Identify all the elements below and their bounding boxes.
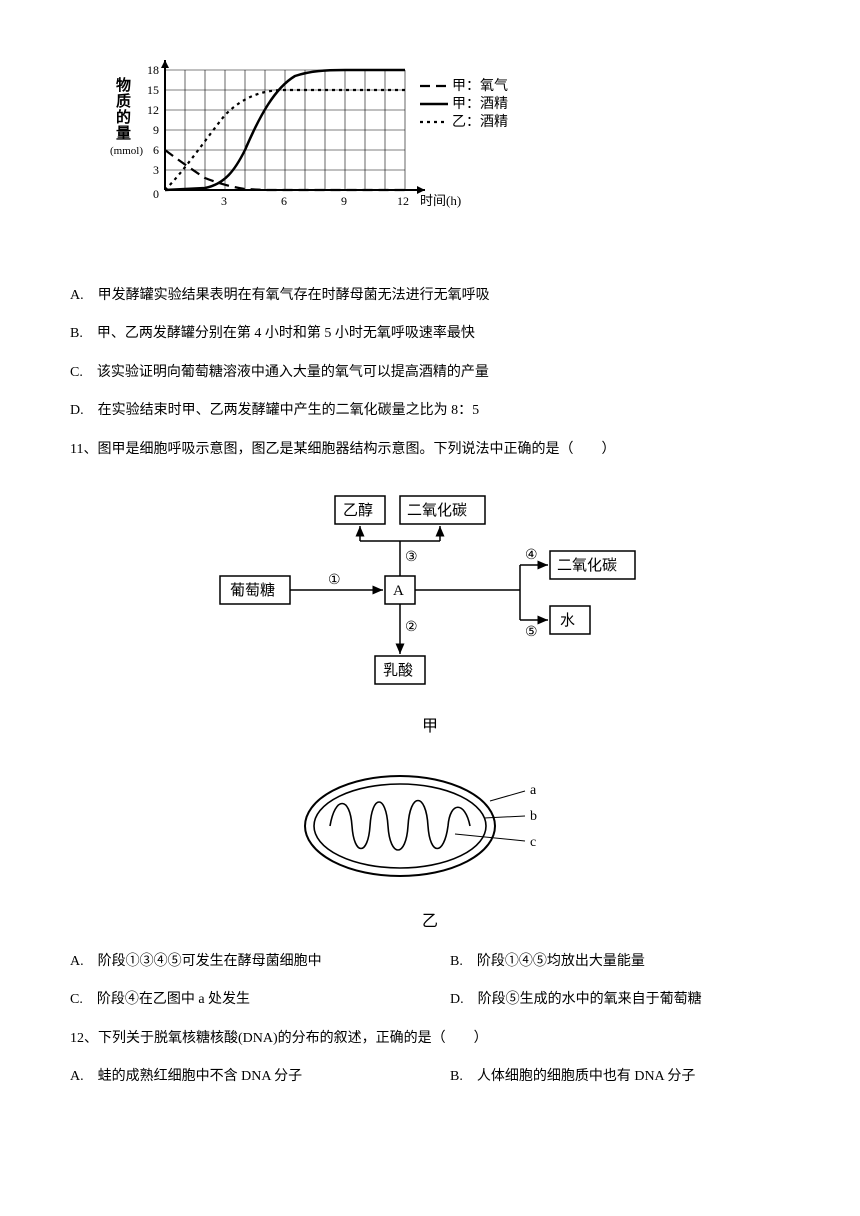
svg-text:葡萄糖: 葡萄糖 (230, 582, 275, 599)
fermentation-chart: 物 质 的 量 (mmol) (110, 50, 790, 255)
svg-text:①: ① (328, 573, 341, 588)
svg-text:量: 量 (116, 125, 131, 142)
q11-diagram-jia: 葡萄糖 A 乙醇 二氧化碳 乳酸 二氧化碳 水 ① (70, 481, 790, 736)
svg-text:水: 水 (560, 612, 575, 629)
svg-text:③: ③ (405, 550, 418, 565)
svg-text:(mmol): (mmol) (110, 145, 143, 157)
q10-option-A: A. 甲发酵罐实验结果表明在有氧气存在时酵母菌无法进行无氧呼吸 (70, 285, 790, 307)
svg-text:0: 0 (153, 187, 159, 201)
chart-svg: 物 质 的 量 (mmol) (110, 50, 530, 250)
svg-text:6: 6 (153, 143, 159, 157)
svg-text:9: 9 (153, 123, 159, 137)
svg-text:乙：酒精: 乙：酒精 (452, 114, 508, 130)
q12-stem: 12、下列关于脱氧核糖核酸(DNA)的分布的叙述，正确的是（ ） (70, 1028, 790, 1050)
q10-option-C: C. 该实验证明向葡萄糖溶液中通入大量的氧气可以提高酒精的产量 (70, 362, 790, 384)
svg-text:的: 的 (116, 108, 131, 126)
diagram-yi-svg: a b c (290, 756, 570, 896)
svg-text:a: a (530, 783, 537, 798)
q11-diagram-yi: a b c 乙 (70, 756, 790, 931)
diagram-jia-svg: 葡萄糖 A 乙醇 二氧化碳 乳酸 二氧化碳 水 ① (200, 481, 660, 701)
svg-text:甲：酒精: 甲：酒精 (452, 96, 508, 112)
svg-text:②: ② (405, 620, 418, 635)
q11-options-row1: A. 阶段①③④⑤可发生在酵母菌细胞中 B. 阶段①④⑤均放出大量能量 (70, 951, 790, 973)
q11-option-D: D. 阶段⑤生成的水中的氧来自于葡萄糖 (450, 989, 790, 1011)
svg-text:b: b (530, 809, 537, 824)
svg-text:c: c (530, 835, 536, 850)
svg-text:物: 物 (116, 76, 131, 94)
svg-text:12: 12 (147, 103, 159, 117)
svg-text:18: 18 (147, 63, 159, 77)
q10-option-B: B. 甲、乙两发酵罐分别在第 4 小时和第 5 小时无氧呼吸速率最快 (70, 323, 790, 345)
svg-text:6: 6 (281, 194, 287, 208)
diagram-jia-caption: 甲 (70, 712, 790, 736)
q12-option-B: B. 人体细胞的细胞质中也有 DNA 分子 (450, 1066, 790, 1088)
q11-option-B: B. 阶段①④⑤均放出大量能量 (450, 951, 790, 973)
svg-text:乙醇: 乙醇 (343, 502, 373, 519)
svg-text:④: ④ (525, 548, 538, 563)
svg-text:时间(h): 时间(h) (420, 193, 461, 208)
diagram-yi-caption: 乙 (70, 907, 790, 931)
q10-options: A. 甲发酵罐实验结果表明在有氧气存在时酵母菌无法进行无氧呼吸 B. 甲、乙两发… (70, 285, 790, 423)
svg-text:3: 3 (221, 194, 227, 208)
svg-text:二氧化碳: 二氧化碳 (557, 557, 617, 574)
svg-text:二氧化碳: 二氧化碳 (407, 502, 467, 519)
svg-text:12: 12 (397, 194, 409, 208)
svg-text:⑤: ⑤ (525, 625, 538, 640)
svg-text:质: 质 (116, 92, 131, 110)
q11-option-C: C. 阶段④在乙图中 a 处发生 (70, 989, 410, 1011)
svg-text:A: A (393, 583, 404, 599)
q11-stem: 11、图甲是细胞呼吸示意图，图乙是某细胞器结构示意图。下列说法中正确的是（ ） (70, 439, 790, 461)
svg-text:乳酸: 乳酸 (383, 662, 413, 679)
svg-text:甲：氧气: 甲：氧气 (452, 78, 508, 94)
svg-text:9: 9 (341, 194, 347, 208)
q12-options-row1: A. 蛙的成熟红细胞中不含 DNA 分子 B. 人体细胞的细胞质中也有 DNA … (70, 1066, 790, 1088)
q11-option-A: A. 阶段①③④⑤可发生在酵母菌细胞中 (70, 951, 410, 973)
q12-option-A: A. 蛙的成熟红细胞中不含 DNA 分子 (70, 1066, 410, 1088)
q11-options-row2: C. 阶段④在乙图中 a 处发生 D. 阶段⑤生成的水中的氧来自于葡萄糖 (70, 989, 790, 1011)
q10-option-D: D. 在实验结束时甲、乙两发酵罐中产生的二氧化碳量之比为 8：5 (70, 400, 790, 422)
svg-text:3: 3 (153, 163, 159, 177)
svg-text:15: 15 (147, 83, 159, 97)
